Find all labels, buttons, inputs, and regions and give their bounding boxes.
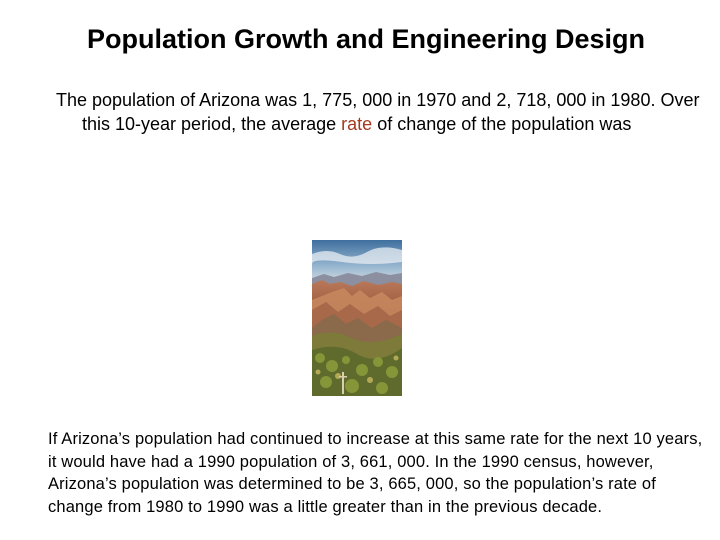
grand-canyon-photo: [312, 240, 402, 396]
intro-paragraph: The population of Arizona was 1, 775, 00…: [56, 88, 702, 136]
slide-title: Population Growth and Engineering Design: [86, 24, 645, 54]
conclusion-paragraph: If Arizona’s population had continued to…: [48, 430, 703, 516]
rate-highlight: rate: [341, 114, 373, 134]
intro-text-end: of change of the population was: [372, 114, 632, 134]
canyon-landscape-image: [312, 240, 402, 396]
intro-text-start: The population of Arizona was 1, 775, 00…: [56, 90, 700, 134]
